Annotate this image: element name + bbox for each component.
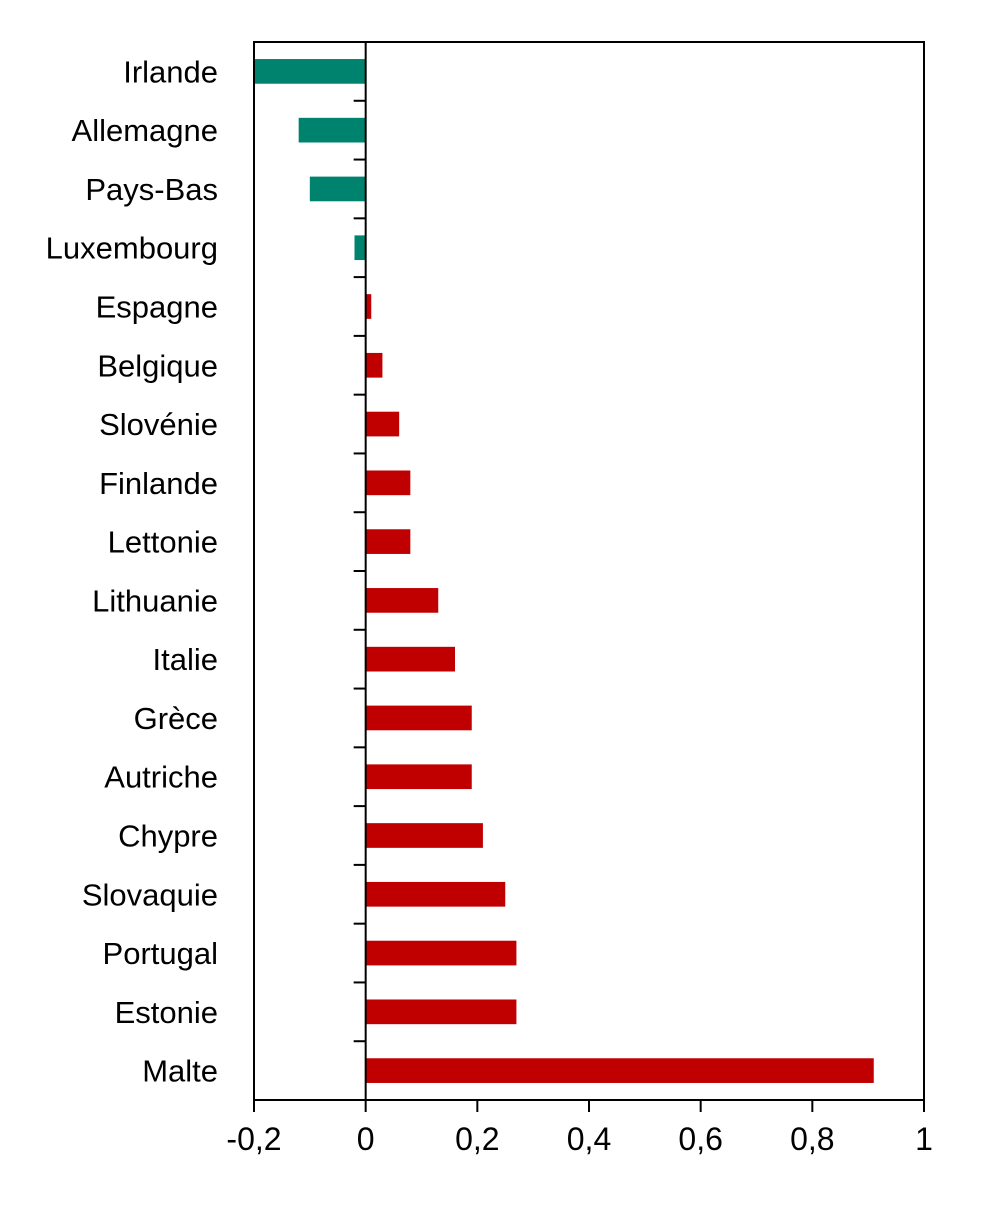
bar-lettonie bbox=[365, 529, 411, 554]
x-tick-label: 0,4 bbox=[567, 1121, 611, 1157]
x-tick-label: 0,6 bbox=[678, 1121, 722, 1157]
bar-autriche bbox=[365, 764, 472, 790]
category-label: Irlande bbox=[123, 54, 218, 89]
bar-italie bbox=[365, 646, 455, 672]
bar-finlande bbox=[365, 470, 411, 496]
bar-portugal bbox=[365, 940, 517, 966]
category-label: Espagne bbox=[96, 290, 218, 325]
bar-chypre bbox=[365, 823, 483, 848]
category-label: Slovaquie bbox=[82, 877, 218, 912]
x-tick-label: 0 bbox=[357, 1121, 375, 1157]
x-tick-label: 0,2 bbox=[455, 1121, 499, 1157]
bar-pays-bas bbox=[309, 176, 366, 202]
bar-espagne bbox=[365, 294, 372, 319]
category-label: Portugal bbox=[103, 936, 218, 971]
category-label: Chypre bbox=[118, 819, 218, 854]
category-label: Estonie bbox=[115, 995, 218, 1030]
axes-layer bbox=[253, 41, 925, 1112]
bar-allemagne bbox=[298, 117, 366, 143]
category-label: Finlande bbox=[99, 466, 218, 501]
bar-belgique bbox=[365, 352, 383, 378]
bar-luxembourg bbox=[354, 235, 366, 261]
labels-layer: -0,2 0 0,2 0,4 0,6 0,8 1 Irlande Allemagne Pays-B… bbox=[46, 54, 933, 1157]
bar-slov-nie bbox=[365, 411, 400, 437]
x-tick-label: 1 bbox=[915, 1121, 933, 1157]
category-label: Autriche bbox=[104, 760, 218, 795]
bar-malte bbox=[365, 1058, 874, 1083]
category-label: Pays-Bas bbox=[85, 172, 218, 207]
category-label: Lettonie bbox=[108, 525, 218, 560]
category-label: Lithuanie bbox=[92, 583, 218, 618]
category-label: Malte bbox=[142, 1054, 218, 1089]
bar-slovaquie bbox=[365, 881, 506, 907]
bars-layer bbox=[254, 59, 874, 1083]
bar-estonie bbox=[365, 999, 517, 1025]
x-tick-label: 0,8 bbox=[790, 1121, 834, 1157]
bar-gr-ce bbox=[365, 705, 472, 731]
x-tick-label: -0,2 bbox=[226, 1121, 281, 1157]
bar-irlande bbox=[254, 59, 366, 84]
category-label: Belgique bbox=[97, 348, 218, 383]
category-label: Slovénie bbox=[99, 407, 218, 442]
bar-lithuanie bbox=[365, 588, 439, 613]
category-label: Allemagne bbox=[72, 113, 218, 148]
category-label: Italie bbox=[153, 642, 218, 677]
category-label: Luxembourg bbox=[46, 231, 218, 266]
category-label: Grèce bbox=[134, 701, 218, 736]
